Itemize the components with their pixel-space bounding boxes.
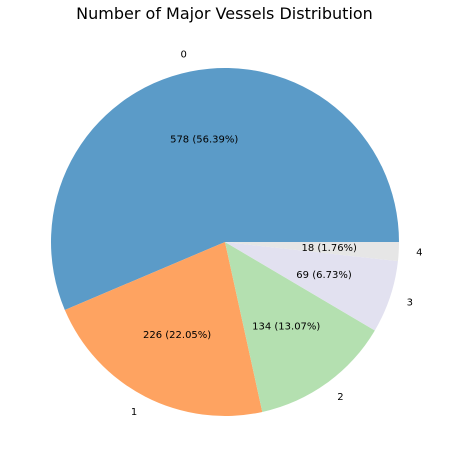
data-label-3: 69 (6.73%) [296,270,352,281]
category-label-1: 1 [131,407,137,418]
pie-slice-3 [225,242,398,331]
pie-slice-2 [225,242,375,412]
pie-slice-0 [51,68,399,311]
category-label-2: 2 [337,392,343,403]
data-labels: 578 (56.39%) 226 (22.05%) 134 (13.07%) 69 (… [143,135,357,341]
data-label-1: 226 (22.05%) [143,330,211,341]
data-label-0: 578 (56.39%) [170,135,238,146]
category-label-4: 4 [416,248,422,259]
pie-slices [51,68,399,417]
data-label-2: 134 (13.07%) [252,322,320,333]
pie-slice-1 [64,242,263,417]
data-label-4: 18 (1.76%) [301,243,357,254]
category-labels: 0 1 2 3 4 [131,49,423,418]
pie-slice-4 [225,242,399,262]
category-label-3: 3 [407,298,413,309]
category-label-0: 0 [180,49,186,60]
chart-title: Number of Major Vessels Distribution [76,4,373,23]
